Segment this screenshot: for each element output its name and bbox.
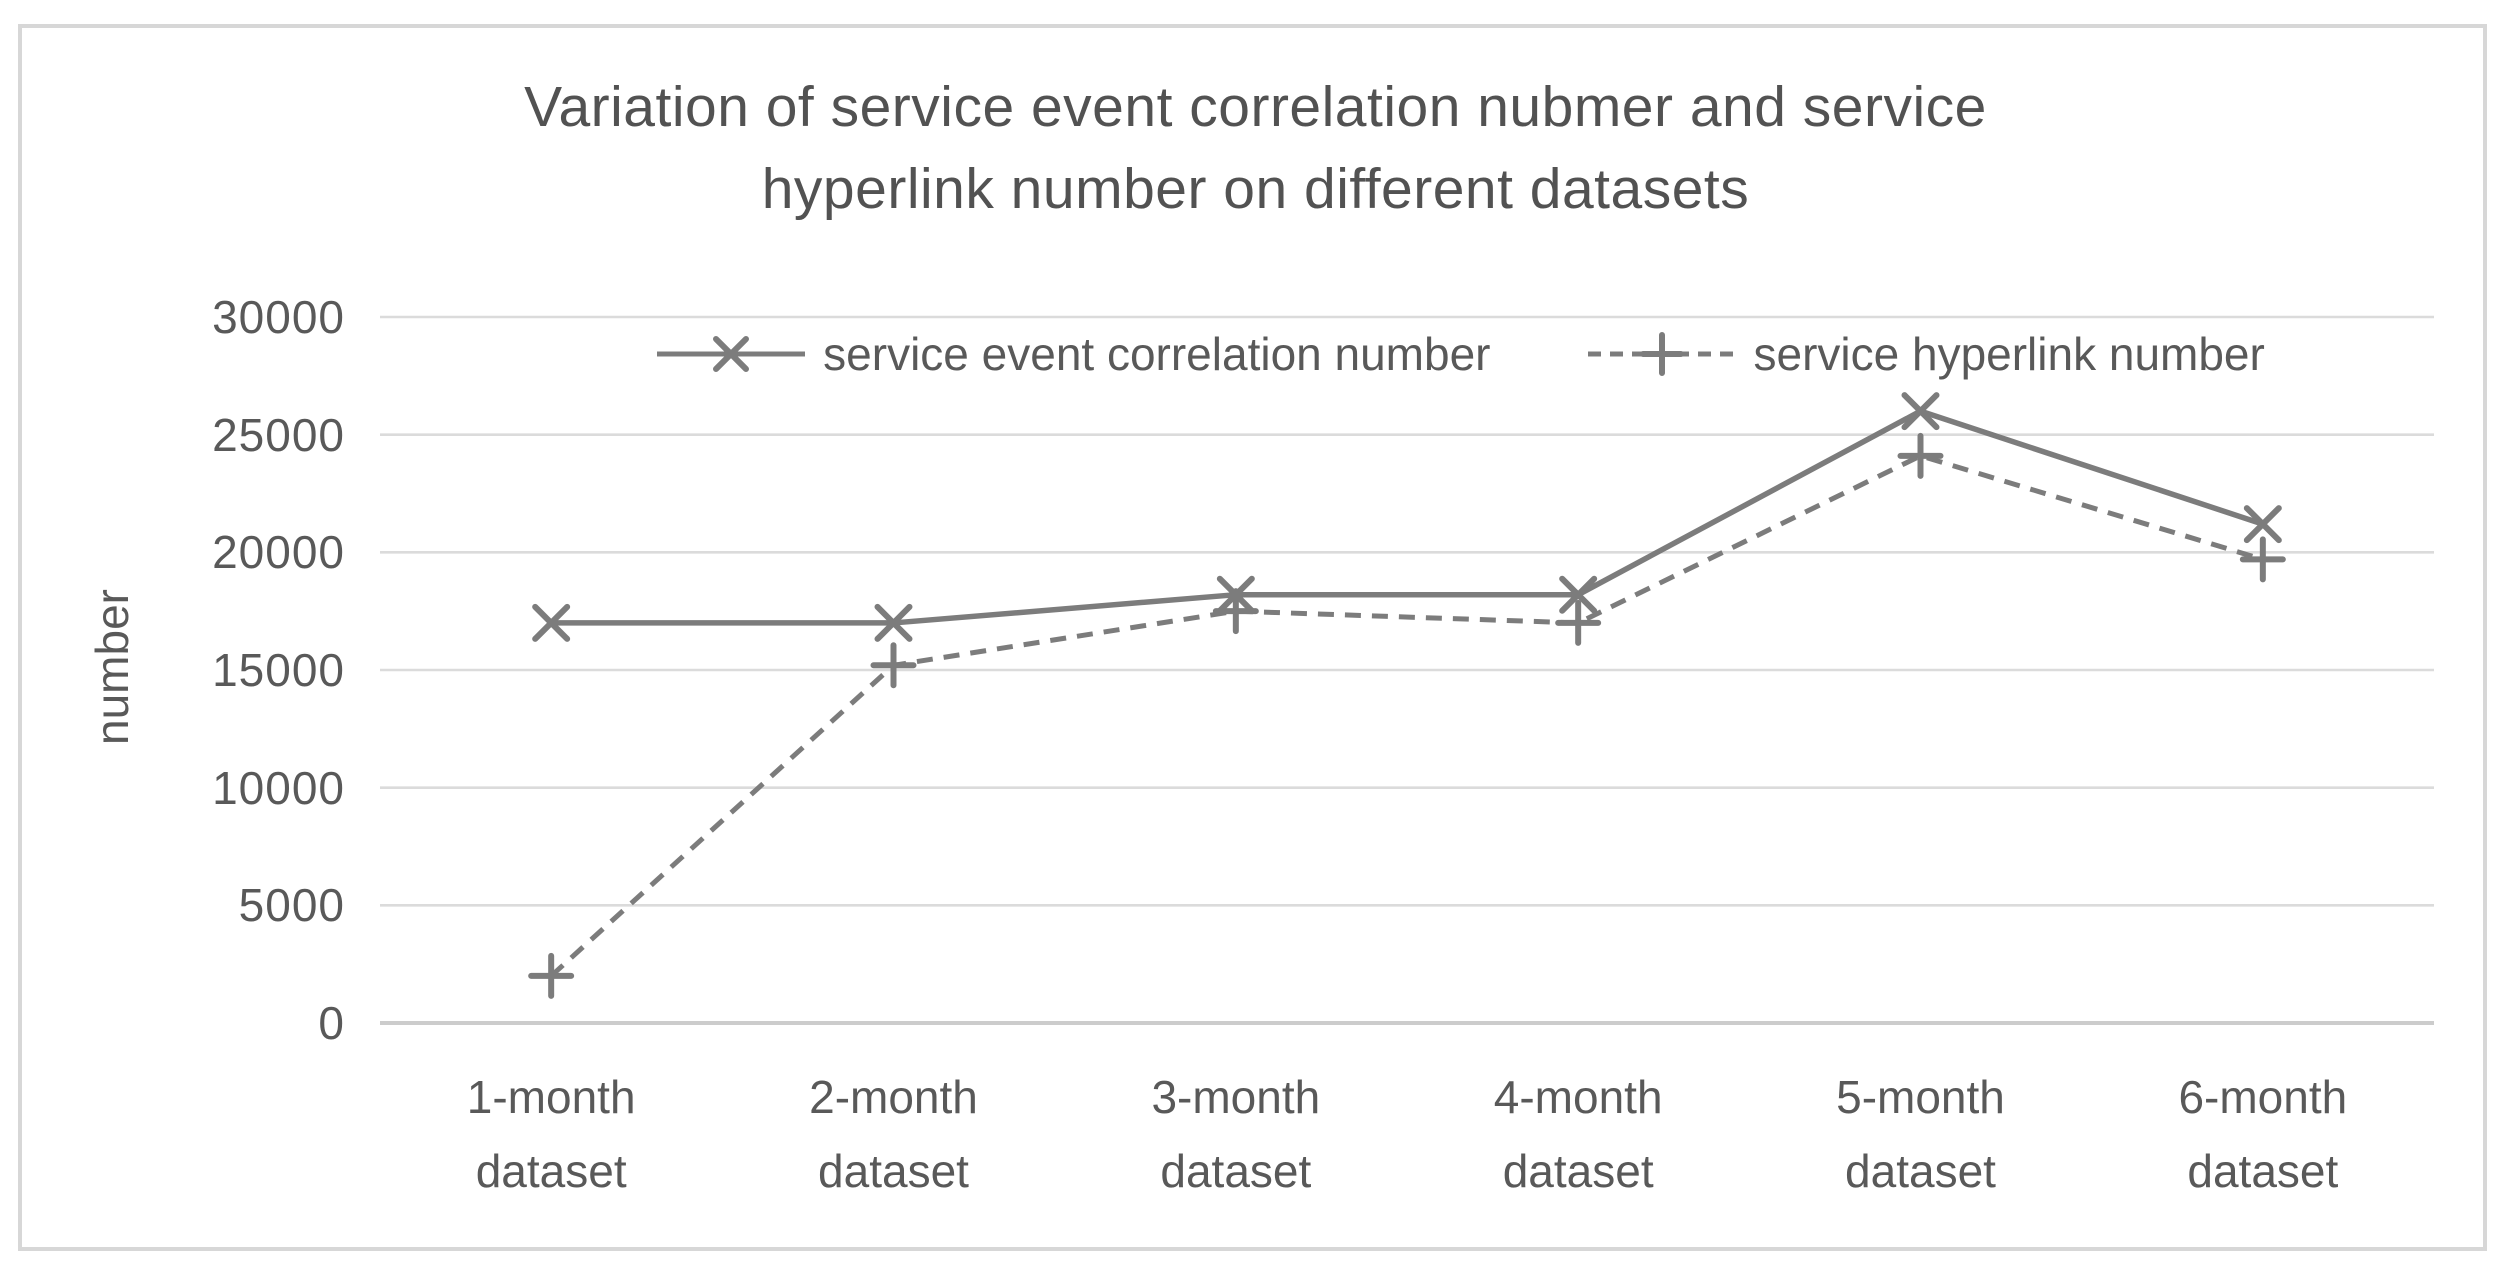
legend-marker-x-icon (657, 336, 806, 372)
y-tick-label: 0 (318, 997, 345, 1049)
legend-label-hyperlink: service hyperlink number (1753, 328, 2265, 380)
chart-title-line-2: hyperlink number on different datasets (761, 157, 1750, 221)
x-category-label: 6-month dataset (2178, 1071, 2348, 1197)
x-category-label: 1-month dataset (466, 1071, 636, 1197)
y-tick-label: 25000 (212, 408, 345, 461)
y-tick-label: 10000 (212, 761, 345, 814)
data-point-marker-x (1559, 575, 1598, 614)
x-category-label: 4-month dataset (1493, 1071, 1663, 1197)
x-category-label: 2-month dataset (809, 1071, 978, 1197)
chart-title-line-1: Variation of service event correlation n… (524, 75, 1987, 139)
y-tick-label: 5000 (238, 879, 345, 932)
data-point-marker-plus (1555, 599, 1602, 646)
data-point-marker-plus (1212, 588, 1259, 635)
legend-item-event-correlation: service event correlation number (655, 326, 1491, 382)
legend-label-event-correlation: service event correlation number (823, 328, 1491, 380)
legend-marker-plus-icon (1587, 332, 1736, 376)
y-tick-label: 30000 (212, 291, 345, 343)
data-point-marker-x (2243, 505, 2282, 544)
data-point-marker-plus (528, 952, 575, 999)
series-line-event-correlation (551, 408, 2264, 626)
legend-item-hyperlink: service hyperlink number (1586, 326, 2265, 382)
data-point-marker-plus (2239, 536, 2286, 583)
y-tick-label: 20000 (212, 526, 345, 579)
data-point-marker-plus (870, 642, 917, 689)
data-point-marker-x (874, 603, 913, 642)
data-point-marker-x (1901, 392, 1940, 431)
x-category-label: 3-month dataset (1151, 1071, 1321, 1197)
chart-frame (18, 24, 2487, 1251)
y-axis-title: number (86, 589, 138, 745)
chart-title: Variation of service event correlation n… (0, 66, 2511, 230)
data-point-marker-x (532, 603, 571, 642)
legend: service event correlation number service… (433, 323, 2487, 385)
data-point-marker-plus (1897, 432, 1944, 479)
x-category-label: 5-month dataset (1836, 1071, 2005, 1197)
series-line-hyperlink (549, 453, 2264, 978)
y-tick-label: 15000 (212, 644, 345, 696)
